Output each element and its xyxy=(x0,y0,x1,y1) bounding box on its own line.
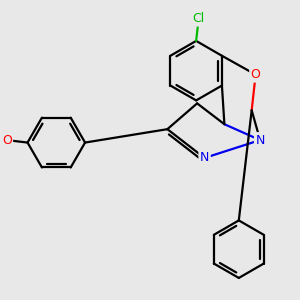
Text: O: O xyxy=(251,68,261,81)
Text: N: N xyxy=(255,134,265,147)
Text: N: N xyxy=(200,152,209,164)
Text: O: O xyxy=(2,134,12,147)
Text: Cl: Cl xyxy=(193,12,205,25)
